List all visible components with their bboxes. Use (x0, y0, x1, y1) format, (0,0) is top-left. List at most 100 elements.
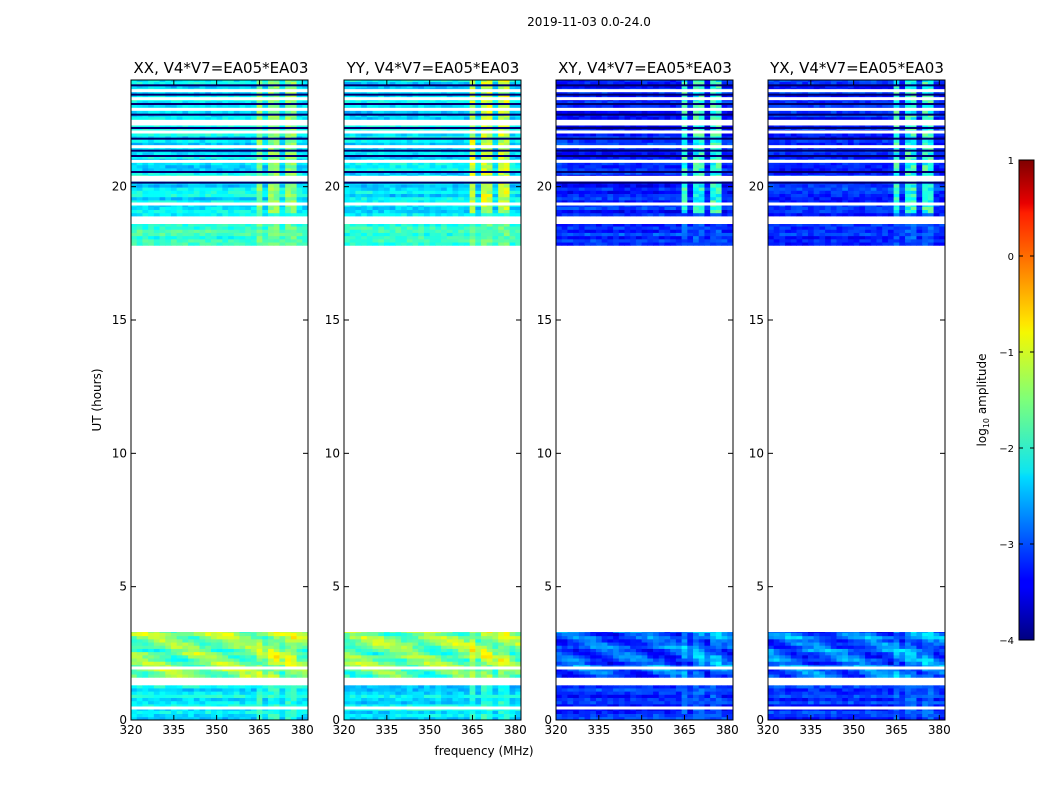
heatmap-cell (515, 132, 521, 137)
heatmap-cell (503, 187, 510, 191)
heatmap-cell (401, 661, 408, 665)
heatmap-cell (136, 654, 143, 659)
heatmap-cell (372, 691, 379, 695)
heatmap-cell (239, 224, 246, 227)
heatmap-cell (486, 168, 493, 172)
heatmap-cell (435, 632, 442, 637)
heatmap-cell (452, 196, 459, 201)
heatmap-cell (159, 206, 166, 210)
heatmap-cell (279, 661, 286, 665)
heatmap-cell (131, 168, 138, 172)
heatmap-cell (245, 161, 252, 166)
heatmap-cell (222, 193, 229, 198)
heatmap-cell (176, 642, 183, 646)
heatmap-cell (429, 716, 436, 720)
heatmap-cell (475, 196, 482, 201)
heatmap-cell (256, 697, 263, 702)
heatmap-cell (153, 104, 160, 108)
heatmap-cell (452, 116, 459, 121)
heatmap-cell (475, 190, 482, 194)
heatmap-cell (279, 91, 286, 95)
heatmap-cell (250, 648, 258, 653)
heatmap-cell (481, 667, 488, 672)
heatmap-cell (435, 152, 442, 156)
heatmap-cell (463, 80, 471, 82)
heatmap-cell (256, 638, 263, 643)
heatmap-cell (302, 187, 308, 191)
heatmap-cell (406, 700, 413, 705)
heatmap-cell (296, 184, 303, 188)
heatmap-cell (395, 697, 402, 702)
heatmap-cell (344, 200, 351, 204)
heatmap-cell (389, 688, 396, 692)
heatmap-cell (279, 80, 286, 82)
heatmap-cell (199, 212, 206, 217)
heatmap-cell (239, 688, 246, 692)
heatmap-cell (239, 184, 246, 188)
heatmap-cell (515, 713, 521, 718)
heatmap-cell (515, 238, 521, 243)
heatmap-cell (279, 100, 286, 105)
heatmap-cell (395, 84, 402, 89)
heatmap-cell (458, 94, 465, 98)
heatmap-cell (170, 238, 178, 243)
heatmap-cell (193, 168, 200, 172)
heatmap-cell (210, 704, 218, 708)
heatmap-cell (435, 168, 442, 172)
heatmap-cell (355, 161, 362, 166)
heatmap-cell (378, 190, 385, 194)
heatmap-cell (131, 190, 138, 194)
heatmap-cell (429, 658, 436, 662)
heatmap-cell (435, 84, 442, 89)
heatmap-cell (406, 658, 413, 662)
heatmap-cell (481, 716, 488, 720)
heatmap-cell (349, 187, 356, 191)
heatmap-cell (210, 674, 218, 678)
heatmap-cell (452, 238, 459, 243)
heatmap-cell (296, 104, 303, 108)
heatmap-cell (635, 697, 643, 702)
heatmap-cell (142, 229, 149, 233)
heatmap-cell (256, 206, 263, 210)
heatmap-cell (727, 697, 733, 702)
heatmap-cell (193, 710, 200, 714)
heatmap-cell (486, 200, 493, 204)
heatmap-cell (250, 226, 258, 230)
heatmap-cell (268, 84, 275, 89)
heatmap-cell (423, 168, 431, 172)
heatmap-cell (458, 648, 465, 653)
heatmap-cell (435, 704, 442, 708)
heatmap-cell (481, 80, 488, 82)
heatmap-cell (441, 164, 448, 169)
heatmap-cell (361, 697, 368, 702)
heatmap-cell (355, 164, 362, 169)
heatmap-cell (262, 691, 269, 695)
heatmap-cell (372, 91, 379, 95)
heatmap-cell (429, 84, 436, 89)
dark-row (131, 127, 308, 129)
heatmap-cell (296, 187, 303, 191)
heatmap-cell (515, 674, 521, 678)
heatmap-cell (170, 226, 178, 230)
heatmap-cell (176, 184, 183, 188)
heatmap-cell (412, 232, 419, 237)
heatmap-cell (182, 716, 189, 720)
heatmap-cell (279, 700, 286, 705)
heatmap-cell (389, 667, 396, 672)
heatmap-cell (441, 685, 448, 689)
heatmap-cell (262, 648, 269, 653)
heatmap-cell (285, 700, 292, 705)
heatmap-cell (452, 184, 459, 188)
heatmap-cell (429, 651, 436, 656)
heatmap-cell (429, 104, 436, 108)
heatmap-cell (131, 716, 138, 720)
heatmap-cell (268, 638, 275, 643)
heatmap-cell (441, 235, 448, 240)
heatmap-cell (205, 206, 212, 210)
heatmap-cell (395, 685, 402, 689)
heatmap-cell (492, 164, 499, 169)
flagged-row (131, 145, 308, 149)
heatmap-cell (498, 664, 505, 669)
heatmap-cell (142, 184, 149, 188)
heatmap-cell (285, 716, 292, 720)
